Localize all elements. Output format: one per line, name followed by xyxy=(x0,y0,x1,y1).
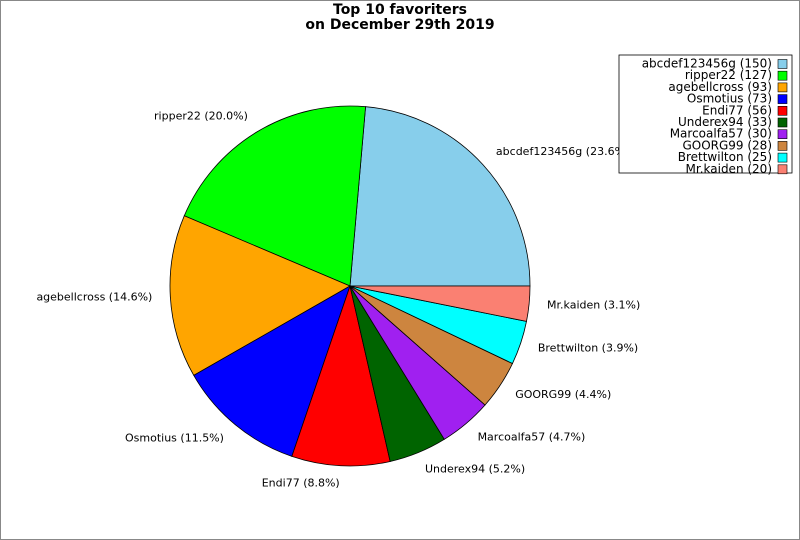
legend-label: Osmotius (73) xyxy=(687,92,772,106)
slice-label: Marcoalfa57 (4.7%) xyxy=(478,430,586,443)
legend-label: Marcoalfa57 (30) xyxy=(670,127,772,141)
legend-label: Brettwilton (25) xyxy=(678,150,772,164)
pie-slice xyxy=(183,105,366,287)
legend-swatch xyxy=(777,94,788,104)
slice-label: Osmotius (11.5%) xyxy=(125,432,224,445)
legend-swatch xyxy=(777,164,788,175)
pie-slice xyxy=(349,285,531,322)
pie-slice xyxy=(349,106,531,287)
slice-label: GOORG99 (4.4%) xyxy=(515,388,611,401)
chart-title: Top 10 favoriters xyxy=(333,2,467,18)
legend-label: agebellcross (93) xyxy=(668,80,772,94)
legend-label: GOORG99 (28) xyxy=(682,138,772,152)
legend-swatch xyxy=(777,59,788,69)
slice-label: Endi77 (8.8%) xyxy=(262,477,340,490)
slice-label: Brettwilton (3.9%) xyxy=(538,342,638,355)
legend-swatch xyxy=(777,129,788,139)
slice-label: agebellcross (14.6%) xyxy=(36,291,152,304)
pie-slice xyxy=(291,284,391,467)
pie-slice xyxy=(169,215,351,376)
legend-swatch xyxy=(777,106,788,116)
slice-label: abcdef123456g (23.6%) xyxy=(496,145,629,158)
legend-label: Underex94 (33) xyxy=(678,115,772,129)
legend-label: ripper22 (127) xyxy=(685,68,772,82)
legend-swatch xyxy=(777,82,788,93)
legend-swatch xyxy=(777,117,788,128)
legend-swatch xyxy=(777,141,788,151)
legend-swatch xyxy=(777,70,788,81)
chart-subtitle: on December 29th 2019 xyxy=(305,17,494,33)
pie-slice xyxy=(193,285,351,457)
legend-label: Mr.kaiden (20) xyxy=(686,162,772,176)
legend-swatch xyxy=(777,152,788,163)
legend-box xyxy=(618,54,793,174)
slice-label: Mr.kaiden (3.1%) xyxy=(547,299,640,312)
legend-label: Endi77 (56) xyxy=(702,103,772,117)
legend-label: abcdef123456g (150) xyxy=(642,57,772,71)
slice-label: Underex94 (5.2%) xyxy=(425,462,525,475)
slice-label: ripper22 (20.0%) xyxy=(154,109,248,122)
